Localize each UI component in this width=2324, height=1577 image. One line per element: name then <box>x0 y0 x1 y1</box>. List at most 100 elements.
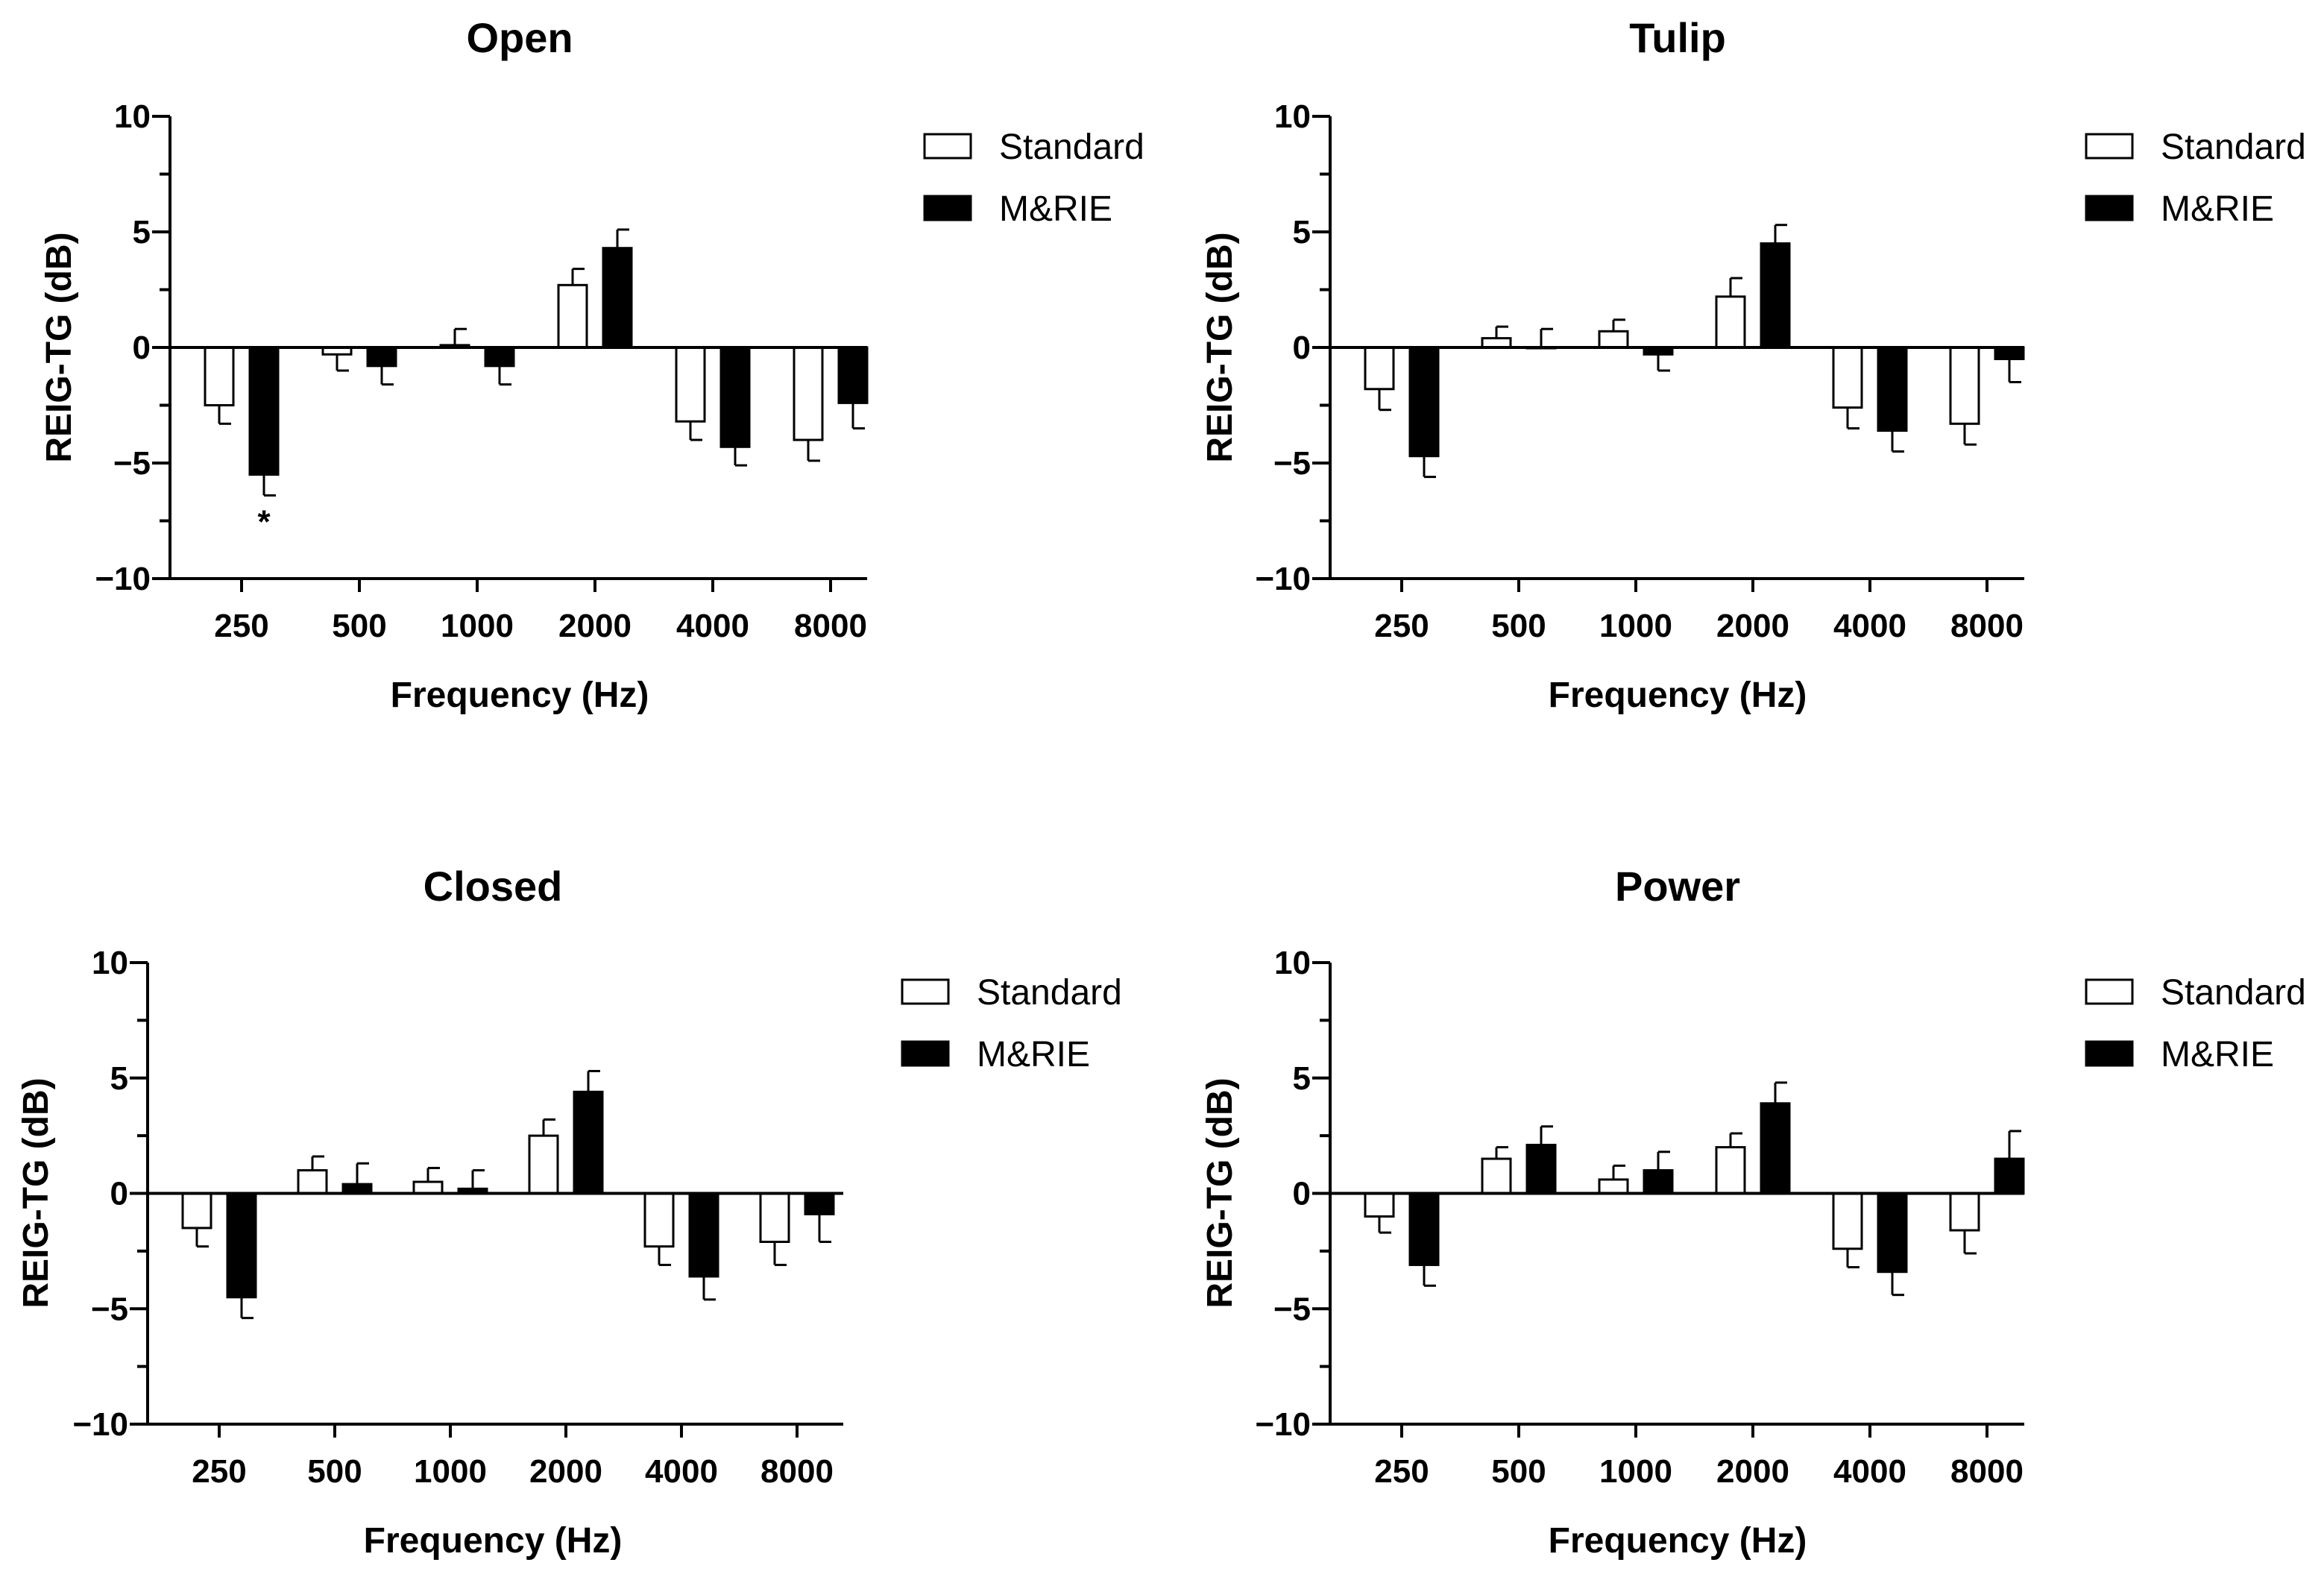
bar-standard-1000 <box>1598 330 1629 349</box>
bar-standard-500 <box>1481 1157 1512 1194</box>
bar-standard-1000 <box>1598 1178 1629 1195</box>
bar-standard-250 <box>1364 1192 1395 1218</box>
bar-mrie-2000 <box>602 247 633 349</box>
x-tick-label: 8000 <box>794 608 867 644</box>
x-tick-label: 500 <box>307 1453 362 1490</box>
bar-mrie-8000 <box>1994 1157 2025 1194</box>
chart-panel-tulip: Tulip 10 5 0 −5 −10 250 500 1000 2000 4000 8000 Freq… <box>1200 14 2306 715</box>
legend-label: Standard <box>2161 128 2306 167</box>
bar-mrie-2000 <box>1760 1102 1791 1195</box>
bar-standard-250 <box>1364 346 1395 391</box>
x-tick-label: 4000 <box>1833 1453 1906 1490</box>
bar-mrie-8000 <box>804 1192 835 1215</box>
y-tick-label: −5 <box>1273 1291 1311 1327</box>
bar-standard-8000 <box>759 1192 790 1243</box>
legend: Standard M&RIE <box>2085 128 2306 229</box>
bar-mrie-250 <box>248 346 280 476</box>
y-tick-label: −5 <box>1273 445 1311 482</box>
x-tick-label: 1000 <box>1599 608 1672 644</box>
bar-mrie-8000 <box>837 346 869 404</box>
y-tick-label: 0 <box>1293 1176 1311 1212</box>
bar-mrie-500 <box>1525 1144 1557 1195</box>
bar-mrie-4000 <box>688 1192 719 1278</box>
y-tick-label: 5 <box>133 214 151 251</box>
legend-label: M&RIE <box>2161 1035 2274 1074</box>
x-tick-label: 2000 <box>558 608 632 644</box>
bar-mrie-250 <box>226 1192 257 1299</box>
bar-mrie-250 <box>1408 346 1440 458</box>
y-axis-label: REIG-TG (dB) <box>1200 232 1240 462</box>
legend: Standard M&RIE <box>2085 973 2306 1074</box>
chart-title: Open <box>466 14 573 61</box>
x-tick-label: 4000 <box>645 1453 718 1490</box>
bar-standard-8000 <box>793 346 824 441</box>
legend-label: M&RIE <box>2161 189 2274 229</box>
x-tick-label: 4000 <box>1833 608 1906 644</box>
x-tick-label: 250 <box>214 608 268 644</box>
chart-panel-open: Open 10 5 0 −5 −10 250 * 500 1000 2000 4000 8000 Freq… <box>40 14 1144 715</box>
x-tick-label: 250 <box>192 1453 246 1490</box>
x-tick-label: 250 <box>1374 608 1429 644</box>
legend-label: M&RIE <box>977 1035 1090 1074</box>
x-tick-label: 2000 <box>1716 608 1789 644</box>
y-axis-label: REIG-TG (dB) <box>40 232 79 462</box>
legend-label: Standard <box>2161 973 2306 1013</box>
bar-standard-250 <box>181 1192 212 1230</box>
y-tick-label: 5 <box>1293 214 1311 251</box>
legend-label: Standard <box>999 128 1144 167</box>
y-tick-label: −10 <box>72 1406 128 1443</box>
legend-swatch-mrie <box>923 195 972 221</box>
y-axis-label: REIG-TG (dB) <box>16 1077 56 1308</box>
bar-mrie-2000 <box>1760 242 1791 349</box>
bar-mrie-4000 <box>1877 346 1908 432</box>
legend-swatch-mrie <box>2085 1040 2134 1067</box>
x-tick-label: 1000 <box>441 608 514 644</box>
legend-swatch-mrie <box>901 1040 950 1067</box>
legend-label: M&RIE <box>999 189 1112 229</box>
y-tick-label: −5 <box>91 1291 128 1327</box>
bar-mrie-2000 <box>573 1090 604 1194</box>
bar-mrie-500 <box>366 346 397 368</box>
legend-label: Standard <box>977 973 1122 1013</box>
bar-standard-2000 <box>1715 1146 1746 1194</box>
x-tick-label: 500 <box>1491 608 1546 644</box>
y-tick-label: 10 <box>114 98 151 135</box>
bar-mrie-1000 <box>1643 1169 1674 1195</box>
x-tick-label: 8000 <box>761 1453 834 1490</box>
x-tick-label: 500 <box>332 608 386 644</box>
bar-standard-2000 <box>528 1134 559 1194</box>
bar-mrie-4000 <box>1877 1192 1908 1274</box>
y-tick-label: −10 <box>1255 561 1311 597</box>
y-tick-label: 0 <box>110 1176 128 1212</box>
x-axis-label: Frequency (Hz) <box>364 1521 623 1561</box>
bar-standard-4000 <box>675 346 706 423</box>
y-tick-label: 5 <box>1293 1060 1311 1097</box>
legend: Standard M&RIE <box>901 973 1122 1074</box>
y-tick-label: −10 <box>95 561 151 597</box>
chart-panel-closed: Closed 10 5 0 −5 −10 250 500 1000 2000 4000 8000 Fre… <box>16 863 1122 1561</box>
bar-mrie-1000 <box>484 346 515 368</box>
bar-standard-4000 <box>1832 1192 1863 1250</box>
legend-swatch-standard <box>2085 133 2134 160</box>
x-tick-label: 8000 <box>1950 1453 2024 1490</box>
significance-marker: * <box>257 503 271 540</box>
legend-swatch-mrie <box>2085 195 2134 221</box>
bar-standard-2000 <box>1715 295 1746 349</box>
bar-standard-500 <box>297 1169 328 1195</box>
chart-title: Power <box>1615 863 1740 910</box>
bar-mrie-4000 <box>719 346 751 448</box>
x-axis-label: Frequency (Hz) <box>1549 1521 1807 1561</box>
x-tick-label: 1000 <box>414 1453 487 1490</box>
x-tick-label: 8000 <box>1950 608 2024 644</box>
legend-swatch-standard <box>923 133 972 160</box>
chart-title: Tulip <box>1629 14 1726 61</box>
x-tick-label: 2000 <box>529 1453 602 1490</box>
bar-standard-8000 <box>1949 1192 1980 1232</box>
legend-swatch-standard <box>2085 978 2134 1005</box>
x-tick-label: 1000 <box>1599 1453 1672 1490</box>
x-tick-label: 4000 <box>676 608 749 644</box>
bar-standard-4000 <box>643 1192 675 1248</box>
bar-standard-8000 <box>1949 346 1980 425</box>
x-axis-label: Frequency (Hz) <box>391 676 649 715</box>
